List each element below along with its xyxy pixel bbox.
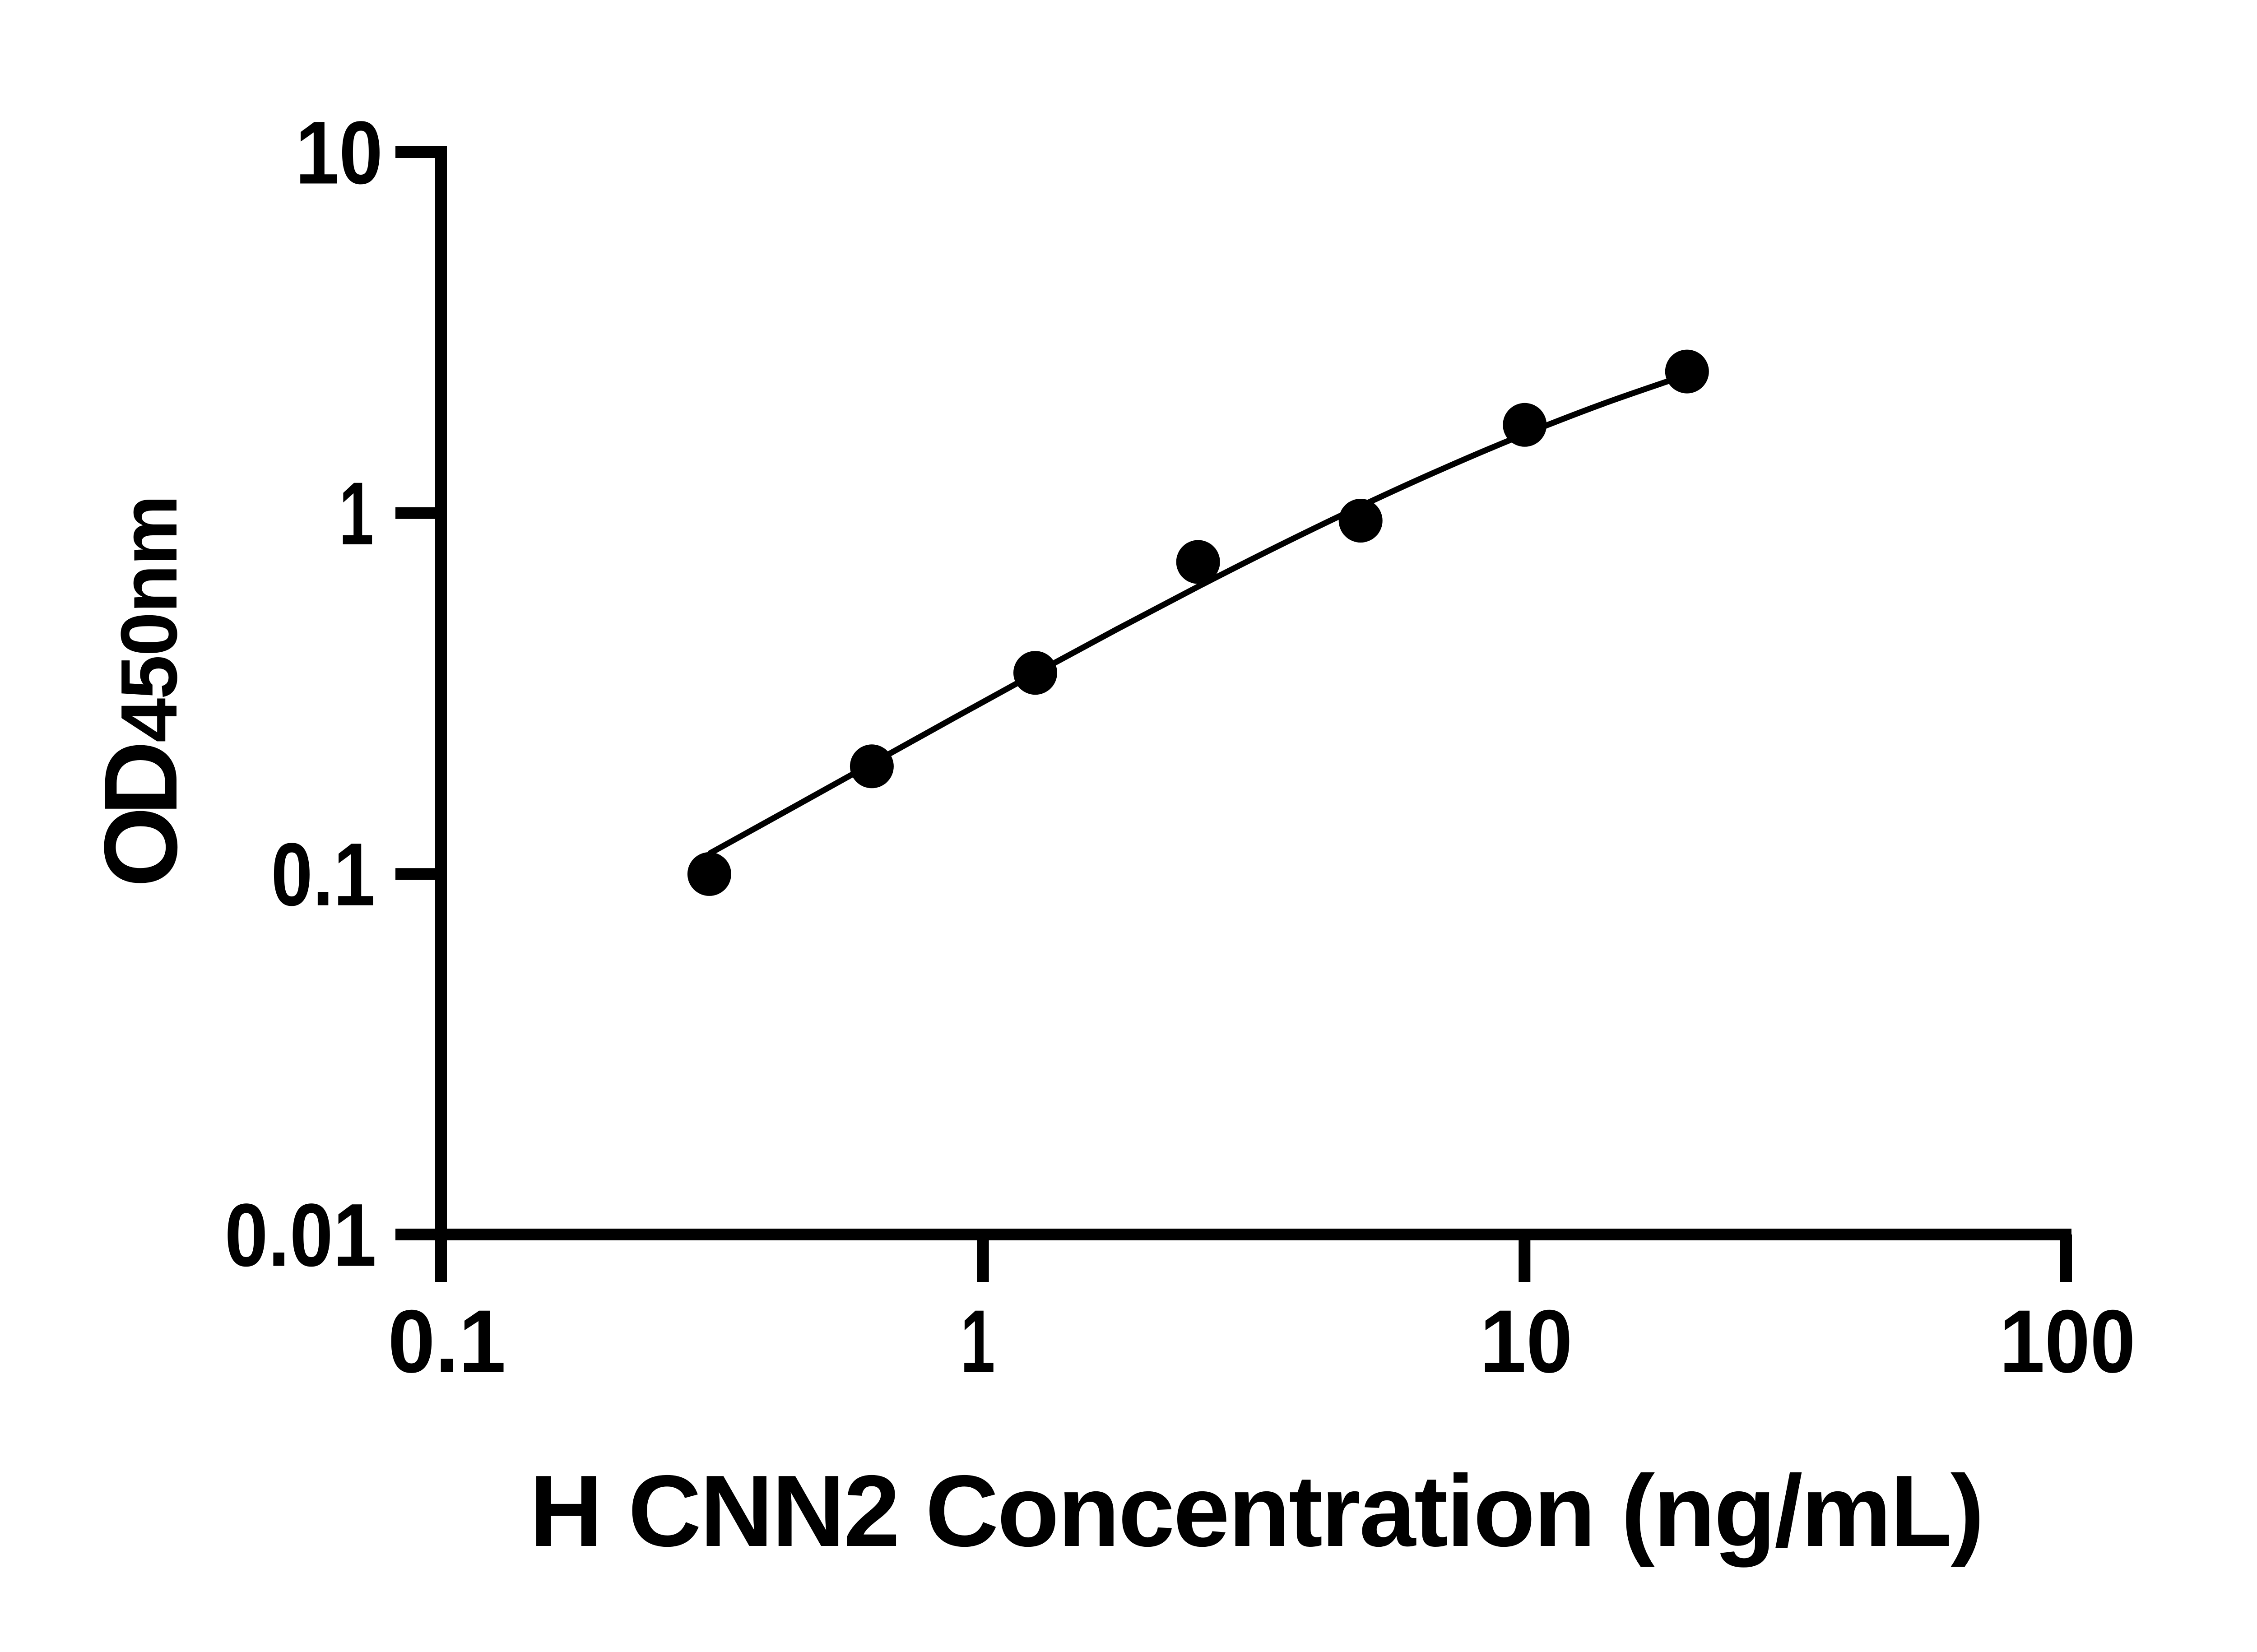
svg-text:450nm: 450nm bbox=[104, 495, 194, 742]
svg-text:0.1: 0.1 bbox=[271, 825, 375, 924]
svg-text:100: 100 bbox=[1999, 1291, 2136, 1391]
svg-text:OD: OD bbox=[83, 741, 199, 887]
svg-text:1: 1 bbox=[960, 1292, 995, 1392]
svg-text:10: 10 bbox=[1480, 1291, 1573, 1391]
svg-text:1: 1 bbox=[339, 464, 374, 564]
svg-text:0.01: 0.01 bbox=[225, 1186, 376, 1285]
svg-text:H CNN2 Concentration (ng/mL): H CNN2 Concentration (ng/mL) bbox=[529, 1454, 1984, 1568]
svg-text:0.1: 0.1 bbox=[388, 1291, 506, 1391]
svg-text:10: 10 bbox=[295, 102, 383, 203]
